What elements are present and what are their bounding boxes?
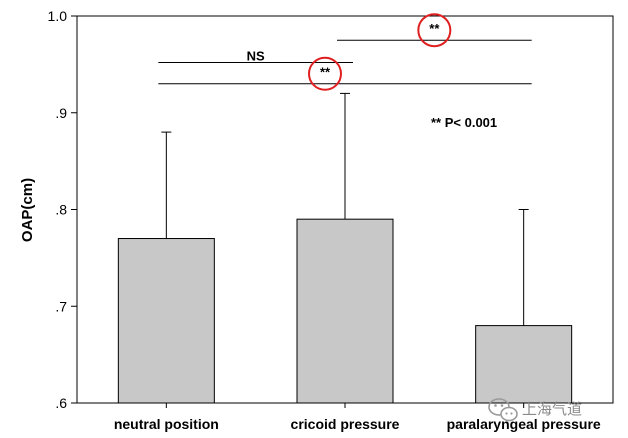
bar-2 [475,325,573,404]
x-tick-label-1: cricoid pressure [291,416,400,432]
significance-note: ** P< 0.001 [431,115,497,130]
x-tick-label-2: paralaryngeal pressure [447,416,601,432]
comparison-label-0: NS [247,48,265,63]
axes-group: .6 .7 .8 .9 1.0 neutral position cricoid press… [48,8,601,432]
bar-0 [117,238,215,404]
y-tick-label-0: .6 [55,395,67,411]
comparison-label-2: ** [429,21,440,36]
y-tick-label-2: .8 [55,202,67,218]
watermark: 上海气道 [488,398,582,422]
x-tick-label-0: neutral position [114,416,219,432]
error-bars-group [161,92,529,326]
y-tick-label-3: .9 [55,105,67,121]
wechat-icon [488,398,518,422]
y-tick-label-4: 1.0 [48,8,68,24]
bars-group [117,218,573,404]
bar-1 [296,218,394,404]
watermark-text: 上海气道 [522,400,582,418]
y-axis-label: OAP(cm) [19,178,36,242]
comparisons-group: NS ** ** [158,13,532,91]
highlight-circle-1 [308,56,342,91]
highlight-circle-2 [417,13,452,48]
comparison-label-1: ** [320,65,331,80]
y-tick-label-1: .7 [55,298,67,314]
